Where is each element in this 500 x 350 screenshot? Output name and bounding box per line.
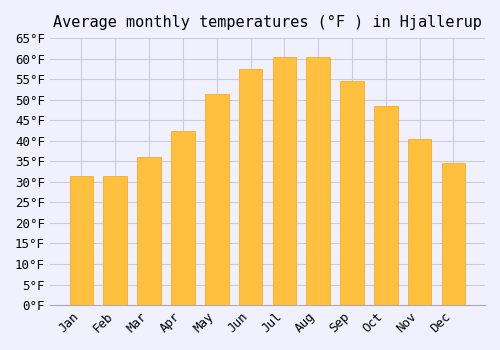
Bar xyxy=(104,176,127,305)
Bar xyxy=(340,81,364,305)
Bar xyxy=(70,176,94,305)
Bar xyxy=(408,139,432,305)
Bar xyxy=(442,163,465,305)
Title: Average monthly temperatures (°F ) in Hjallerup: Average monthly temperatures (°F ) in Hj… xyxy=(53,15,482,30)
Bar xyxy=(238,69,262,305)
Bar xyxy=(306,57,330,305)
Bar xyxy=(205,93,229,305)
Bar xyxy=(138,157,161,305)
Bar xyxy=(272,57,296,305)
Bar xyxy=(171,131,194,305)
Bar xyxy=(374,106,398,305)
